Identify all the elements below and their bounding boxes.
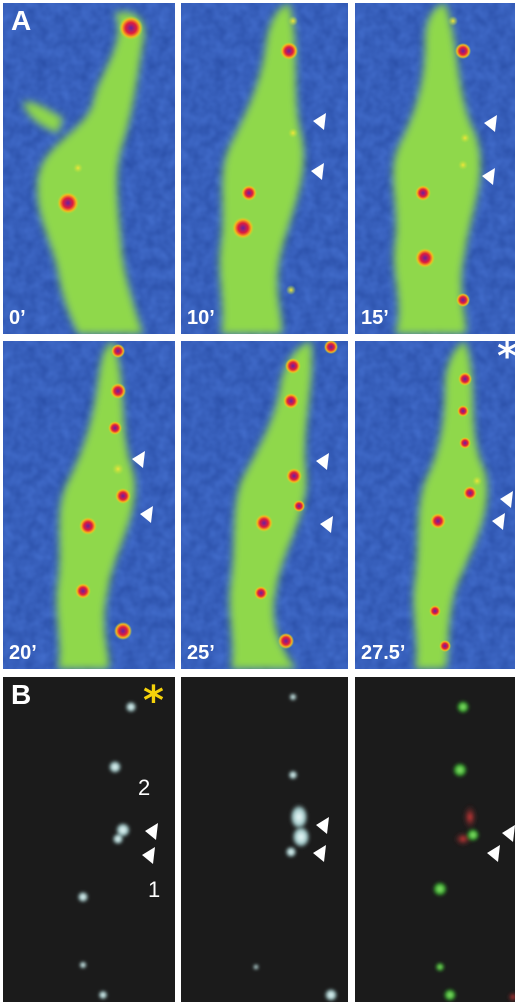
frame-0min: A 0’ <box>3 3 175 334</box>
panel-a-label: A <box>11 5 32 36</box>
frame-25min: 25’ <box>181 341 348 669</box>
arrowhead-icon <box>320 516 333 533</box>
arrowhead-icon <box>484 115 497 132</box>
arrowhead-icon <box>316 453 329 470</box>
time-label: 15’ <box>361 307 389 329</box>
panel-b-frame-3 <box>355 677 515 1002</box>
arrowhead-icon <box>311 163 324 180</box>
dendrite-image <box>181 341 348 669</box>
time-label: 0’ <box>9 307 26 329</box>
arrowhead-icon <box>316 817 329 834</box>
frame-10min: 10’ <box>181 3 348 334</box>
frame-15min: 15’ <box>355 3 515 334</box>
arrowhead-icon <box>313 113 326 130</box>
arrowhead-icon <box>500 491 513 508</box>
asterisk-marker: * <box>143 678 164 724</box>
spine-label-1: 1 <box>148 877 161 902</box>
time-label: 20’ <box>9 642 37 664</box>
arrowhead-icon <box>132 451 145 468</box>
arrowhead-icon <box>313 845 326 862</box>
fluorescence-overlay-image <box>355 677 515 1002</box>
dendrite-image <box>3 3 175 334</box>
fluorescence-image <box>181 677 348 1002</box>
dendrite-image <box>355 341 515 669</box>
arrowhead-icon <box>482 168 495 185</box>
arrowhead-icon <box>492 513 505 530</box>
dendrite-image <box>355 3 515 334</box>
arrowhead-icon <box>142 847 155 864</box>
panel-b-frame-2 <box>181 677 348 1002</box>
arrowhead-icon <box>145 823 158 840</box>
fluorescence-image <box>3 677 175 1002</box>
spine-label-2: 2 <box>138 775 151 800</box>
frame-20min: 20’ <box>3 341 175 669</box>
time-label: 25’ <box>187 642 215 664</box>
asterisk-marker: * <box>497 341 515 375</box>
panel-b-frame-1: B * 2 1 <box>3 677 175 1002</box>
arrowhead-icon <box>487 845 500 862</box>
frame-27-5min: * 27.5’ <box>355 341 515 669</box>
arrowhead-icon <box>502 825 515 842</box>
arrowhead-icon <box>140 506 153 523</box>
time-label: 27.5’ <box>361 642 406 664</box>
time-label: 10’ <box>187 307 215 329</box>
dendrite-image <box>181 3 348 334</box>
panel-b-label: B <box>11 679 32 710</box>
dendrite-image <box>3 341 175 669</box>
